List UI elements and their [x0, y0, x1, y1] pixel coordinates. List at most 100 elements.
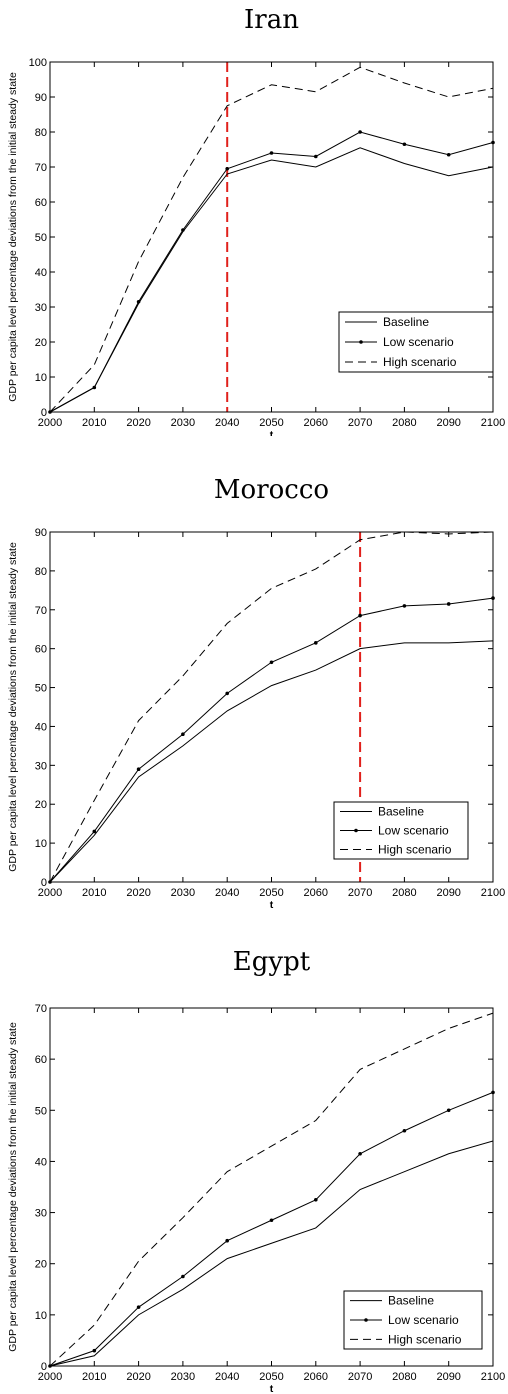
data-point-low-scenario — [92, 829, 97, 834]
x-tick-label: 2100 — [481, 887, 505, 899]
data-point-low-scenario — [269, 1218, 274, 1223]
x-tick-label: 2050 — [259, 887, 283, 899]
y-tick-label: 40 — [35, 1156, 47, 1168]
legend-label-low-scenario: Low scenario — [383, 335, 454, 349]
x-tick-label: 2010 — [82, 887, 106, 899]
data-point-low-scenario — [181, 1274, 185, 1279]
x-tick-label: 2100 — [481, 1371, 505, 1383]
y-tick-label: 20 — [35, 337, 47, 349]
legend-label-baseline: Baseline — [388, 1294, 434, 1308]
y-tick-label: 70 — [35, 1003, 47, 1015]
x-tick-label: 2030 — [171, 417, 195, 429]
chart-title: Morocco — [214, 475, 329, 505]
legend-label-high-scenario: High scenario — [388, 1332, 462, 1346]
y-tick-label: 10 — [35, 838, 47, 850]
legend-label-low-scenario: Low scenario — [378, 824, 449, 838]
y-tick-label: 60 — [35, 644, 47, 656]
plot-frame — [49, 1007, 494, 1367]
data-point-low-scenario — [358, 130, 362, 134]
data-point-low-scenario — [181, 228, 185, 232]
data-point-low-scenario — [269, 660, 274, 665]
series-line-baseline — [49, 640, 494, 883]
data-point-low-scenario — [446, 152, 451, 157]
series-line-high-scenario — [49, 1012, 494, 1367]
chart-panel-morocco: Morocco 0 10 20 30 40 50 60 70 80 90 2000 2010 2020 20… — [0, 462, 508, 922]
data-point-low-scenario — [225, 691, 229, 696]
data-point-low-scenario — [136, 299, 141, 304]
y-tick-label: 50 — [35, 683, 47, 695]
y-tick-label: 10 — [35, 372, 47, 384]
data-point-low-scenario — [358, 1151, 362, 1156]
x-tick-label: 2080 — [392, 417, 416, 429]
plot-frame — [49, 61, 494, 413]
series-line-baseline — [49, 147, 494, 413]
data-point-low-scenario — [136, 1305, 141, 1309]
x-axis-label: t — [270, 1383, 274, 1394]
x-tick-label: 2000 — [38, 417, 62, 429]
legend-label-high-scenario: High scenario — [378, 843, 452, 857]
data-point-low-scenario — [92, 385, 97, 390]
data-point-low-scenario — [446, 602, 451, 606]
data-point-low-scenario — [269, 151, 274, 155]
x-tick-label: 2080 — [392, 1371, 416, 1383]
legend-marker-low-scenario — [364, 1318, 368, 1322]
data-point-low-scenario — [314, 1197, 318, 1202]
y-tick-label: 10 — [35, 1310, 47, 1322]
y-tick-label: 50 — [35, 232, 47, 244]
y-tick-label: 0 — [41, 407, 47, 419]
y-tick-label: 60 — [35, 1054, 47, 1066]
data-point-low-scenario — [136, 767, 141, 772]
x-tick-label: 2040 — [215, 417, 239, 429]
y-tick-label: 70 — [35, 605, 47, 617]
x-tick-label: 2030 — [171, 1371, 195, 1383]
data-point-low-scenario — [402, 1128, 407, 1133]
data-point-low-scenario — [446, 1108, 451, 1113]
data-point-low-scenario — [402, 142, 407, 147]
x-tick-label: 2050 — [259, 417, 283, 429]
y-tick-label: 20 — [35, 799, 47, 811]
x-axis-label: t — [270, 429, 274, 436]
data-point-low-scenario — [358, 613, 362, 618]
data-point-low-scenario — [402, 604, 407, 608]
chart-title: Egypt — [233, 947, 311, 977]
x-tick-label: 2040 — [215, 887, 239, 899]
x-tick-label: 2070 — [348, 887, 372, 899]
y-tick-label: 30 — [35, 760, 47, 772]
legend-label-baseline: Baseline — [383, 315, 429, 329]
legend: Baseline Low scenario High scenario — [333, 801, 469, 860]
chart-title: Iran — [244, 5, 299, 35]
y-tick-label: 100 — [29, 57, 47, 69]
legend-label-low-scenario: Low scenario — [388, 1313, 459, 1327]
legend-label-high-scenario: High scenario — [383, 355, 457, 369]
x-tick-label: 2020 — [126, 417, 150, 429]
x-tick-label: 2080 — [392, 887, 416, 899]
series-line-high-scenario — [49, 531, 494, 883]
plot-frame — [49, 531, 494, 883]
x-tick-label: 2100 — [481, 417, 505, 429]
y-tick-label: 20 — [35, 1259, 47, 1271]
y-tick-label: 80 — [35, 127, 47, 139]
series-line-baseline — [49, 1140, 494, 1367]
x-tick-label: 2090 — [436, 1371, 460, 1383]
y-tick-label: 40 — [35, 267, 47, 279]
x-tick-label: 2020 — [126, 887, 150, 899]
x-tick-label: 2010 — [82, 417, 106, 429]
x-tick-label: 2070 — [348, 417, 372, 429]
data-point-low-scenario — [92, 1348, 97, 1353]
legend-label-baseline: Baseline — [378, 805, 424, 819]
y-axis-label: GDP per capita level percentage deviatio… — [7, 72, 19, 402]
data-point-low-scenario — [314, 641, 318, 645]
x-tick-label: 2070 — [348, 1371, 372, 1383]
chart-panel-egypt: Egypt 0 10 20 30 40 50 60 70 2000 2010 2020 2030 2040… — [0, 934, 508, 1394]
legend: Baseline Low scenario High scenario — [338, 311, 494, 373]
x-tick-label: 2020 — [126, 1371, 150, 1383]
legend-marker-low-scenario — [359, 340, 363, 344]
y-tick-label: 60 — [35, 197, 47, 209]
y-axis-label: GDP per capita level percentage deviatio… — [7, 1022, 19, 1352]
data-point-low-scenario — [225, 166, 229, 171]
legend-marker-low-scenario — [354, 828, 358, 833]
x-tick-label: 2000 — [38, 887, 62, 899]
